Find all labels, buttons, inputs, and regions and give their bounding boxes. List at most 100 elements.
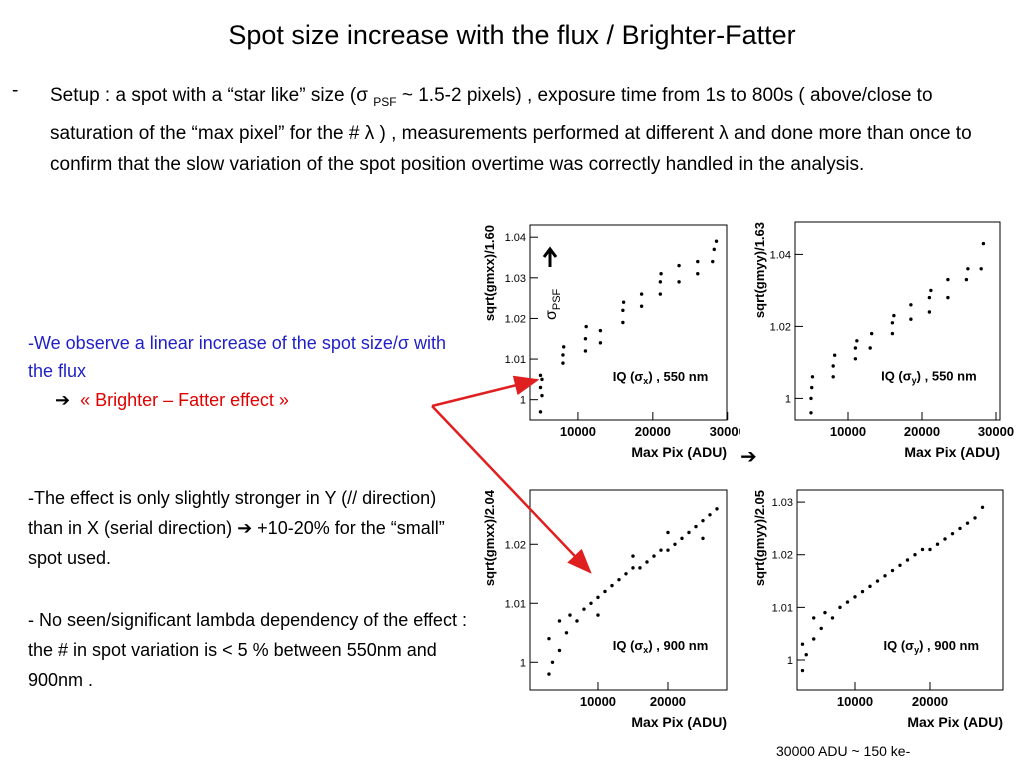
point [561,353,565,357]
point [929,288,933,293]
paragraph: - No seen/significant lambda dependency … [28,610,467,690]
point [617,577,621,582]
chart: 1 1.01 1.02 1.03 10000 20000 Max Pix (ADU) sqrt… [748,483,1024,738]
point [838,605,842,610]
x-axis-label: Max Pix (ADU) [631,714,727,730]
y-tick-label: 1.03 [772,497,793,509]
y-tick-label: 1.02 [505,539,526,551]
point [973,516,977,520]
point [677,263,681,268]
y-tick-label: 1.02 [772,550,793,562]
y-tick-label: 1 [520,395,526,407]
x-tick-label: 10000 [830,424,866,439]
point [687,530,691,535]
psf-arrow [542,246,558,267]
point [810,375,815,379]
y-axis-label: sqrt(gmxx)/2.04 [482,489,497,586]
point [800,668,805,673]
point [666,530,670,535]
arrow: ➔ [55,390,71,410]
point [845,600,850,604]
annotation-sub: y [914,645,919,655]
point [547,636,551,641]
x-tick-label: 30000 [978,424,1014,439]
point [538,410,543,414]
annotation: IQ (σy) , 900 nm [884,638,980,655]
y-axis-label: sqrt(gmxx)/1.60 [482,225,497,321]
point [909,303,913,307]
y-tick-label: 1.04 [505,232,526,244]
annotation-text: IQ (σ [884,638,915,653]
y-tick-label: 1.02 [505,313,526,325]
point [652,554,656,558]
point [868,584,872,589]
point [883,574,887,578]
point [561,361,565,365]
point [596,613,600,617]
point [610,583,614,588]
point [928,547,932,552]
point [624,572,628,576]
point [980,505,985,510]
point [714,239,719,243]
point [860,589,865,594]
point [965,521,970,525]
point [831,364,835,368]
point [666,548,670,552]
point [658,292,663,296]
point [589,601,593,605]
annotation-text: IQ (σ [881,368,912,383]
point [696,272,700,276]
point [804,653,808,657]
psf-symbol: σ [543,310,560,320]
annotation: IQ (σx) , 550 nm [613,369,709,386]
point [645,560,649,564]
point [631,554,635,558]
x-tick-label: 20000 [635,424,671,439]
point [905,558,910,562]
annotation-text: ) , 900 nm [919,638,979,653]
point [583,337,588,341]
point [898,563,902,567]
point [853,357,858,361]
point [584,324,588,329]
effect-line: ➔ « Brighter – Fatter effect » [55,390,289,411]
point [538,385,543,390]
x-axis-label: Max Pix (ADU) [904,444,1000,460]
point [950,531,955,536]
point [596,595,600,600]
y-tick-label: 1.01 [772,602,793,614]
x-tick-label: 30000 [710,424,740,439]
point [538,373,543,378]
paragraph: -The effect is only slightly stronger in… [28,488,445,568]
point [964,277,969,282]
point [812,616,816,620]
point [621,300,626,304]
plot-frame [796,489,1004,691]
y-axis-label: sqrt(gmyy)/1.63 [752,222,767,318]
point [575,619,579,623]
annotation-text: ) , 550 nm [648,369,708,384]
point [869,331,874,336]
point [564,631,569,635]
x-axis-label: Max Pix (ADU) [907,714,1003,730]
point [708,513,712,517]
point [659,548,663,552]
text: Setup : a spot with a “star like” size (… [50,85,374,106]
arrow: ➔ [740,446,757,468]
point [603,589,607,594]
point [855,339,859,343]
subscript: PSF [373,94,397,109]
point [550,660,555,664]
point [598,341,603,345]
point [809,396,813,401]
point [658,280,663,284]
point [832,353,837,357]
point [712,247,716,252]
point [680,536,684,541]
y-tick-label: 1.01 [505,598,526,610]
x-tick-label: 10000 [580,694,616,709]
y-tick-label: 1 [520,657,526,669]
point [853,346,858,350]
